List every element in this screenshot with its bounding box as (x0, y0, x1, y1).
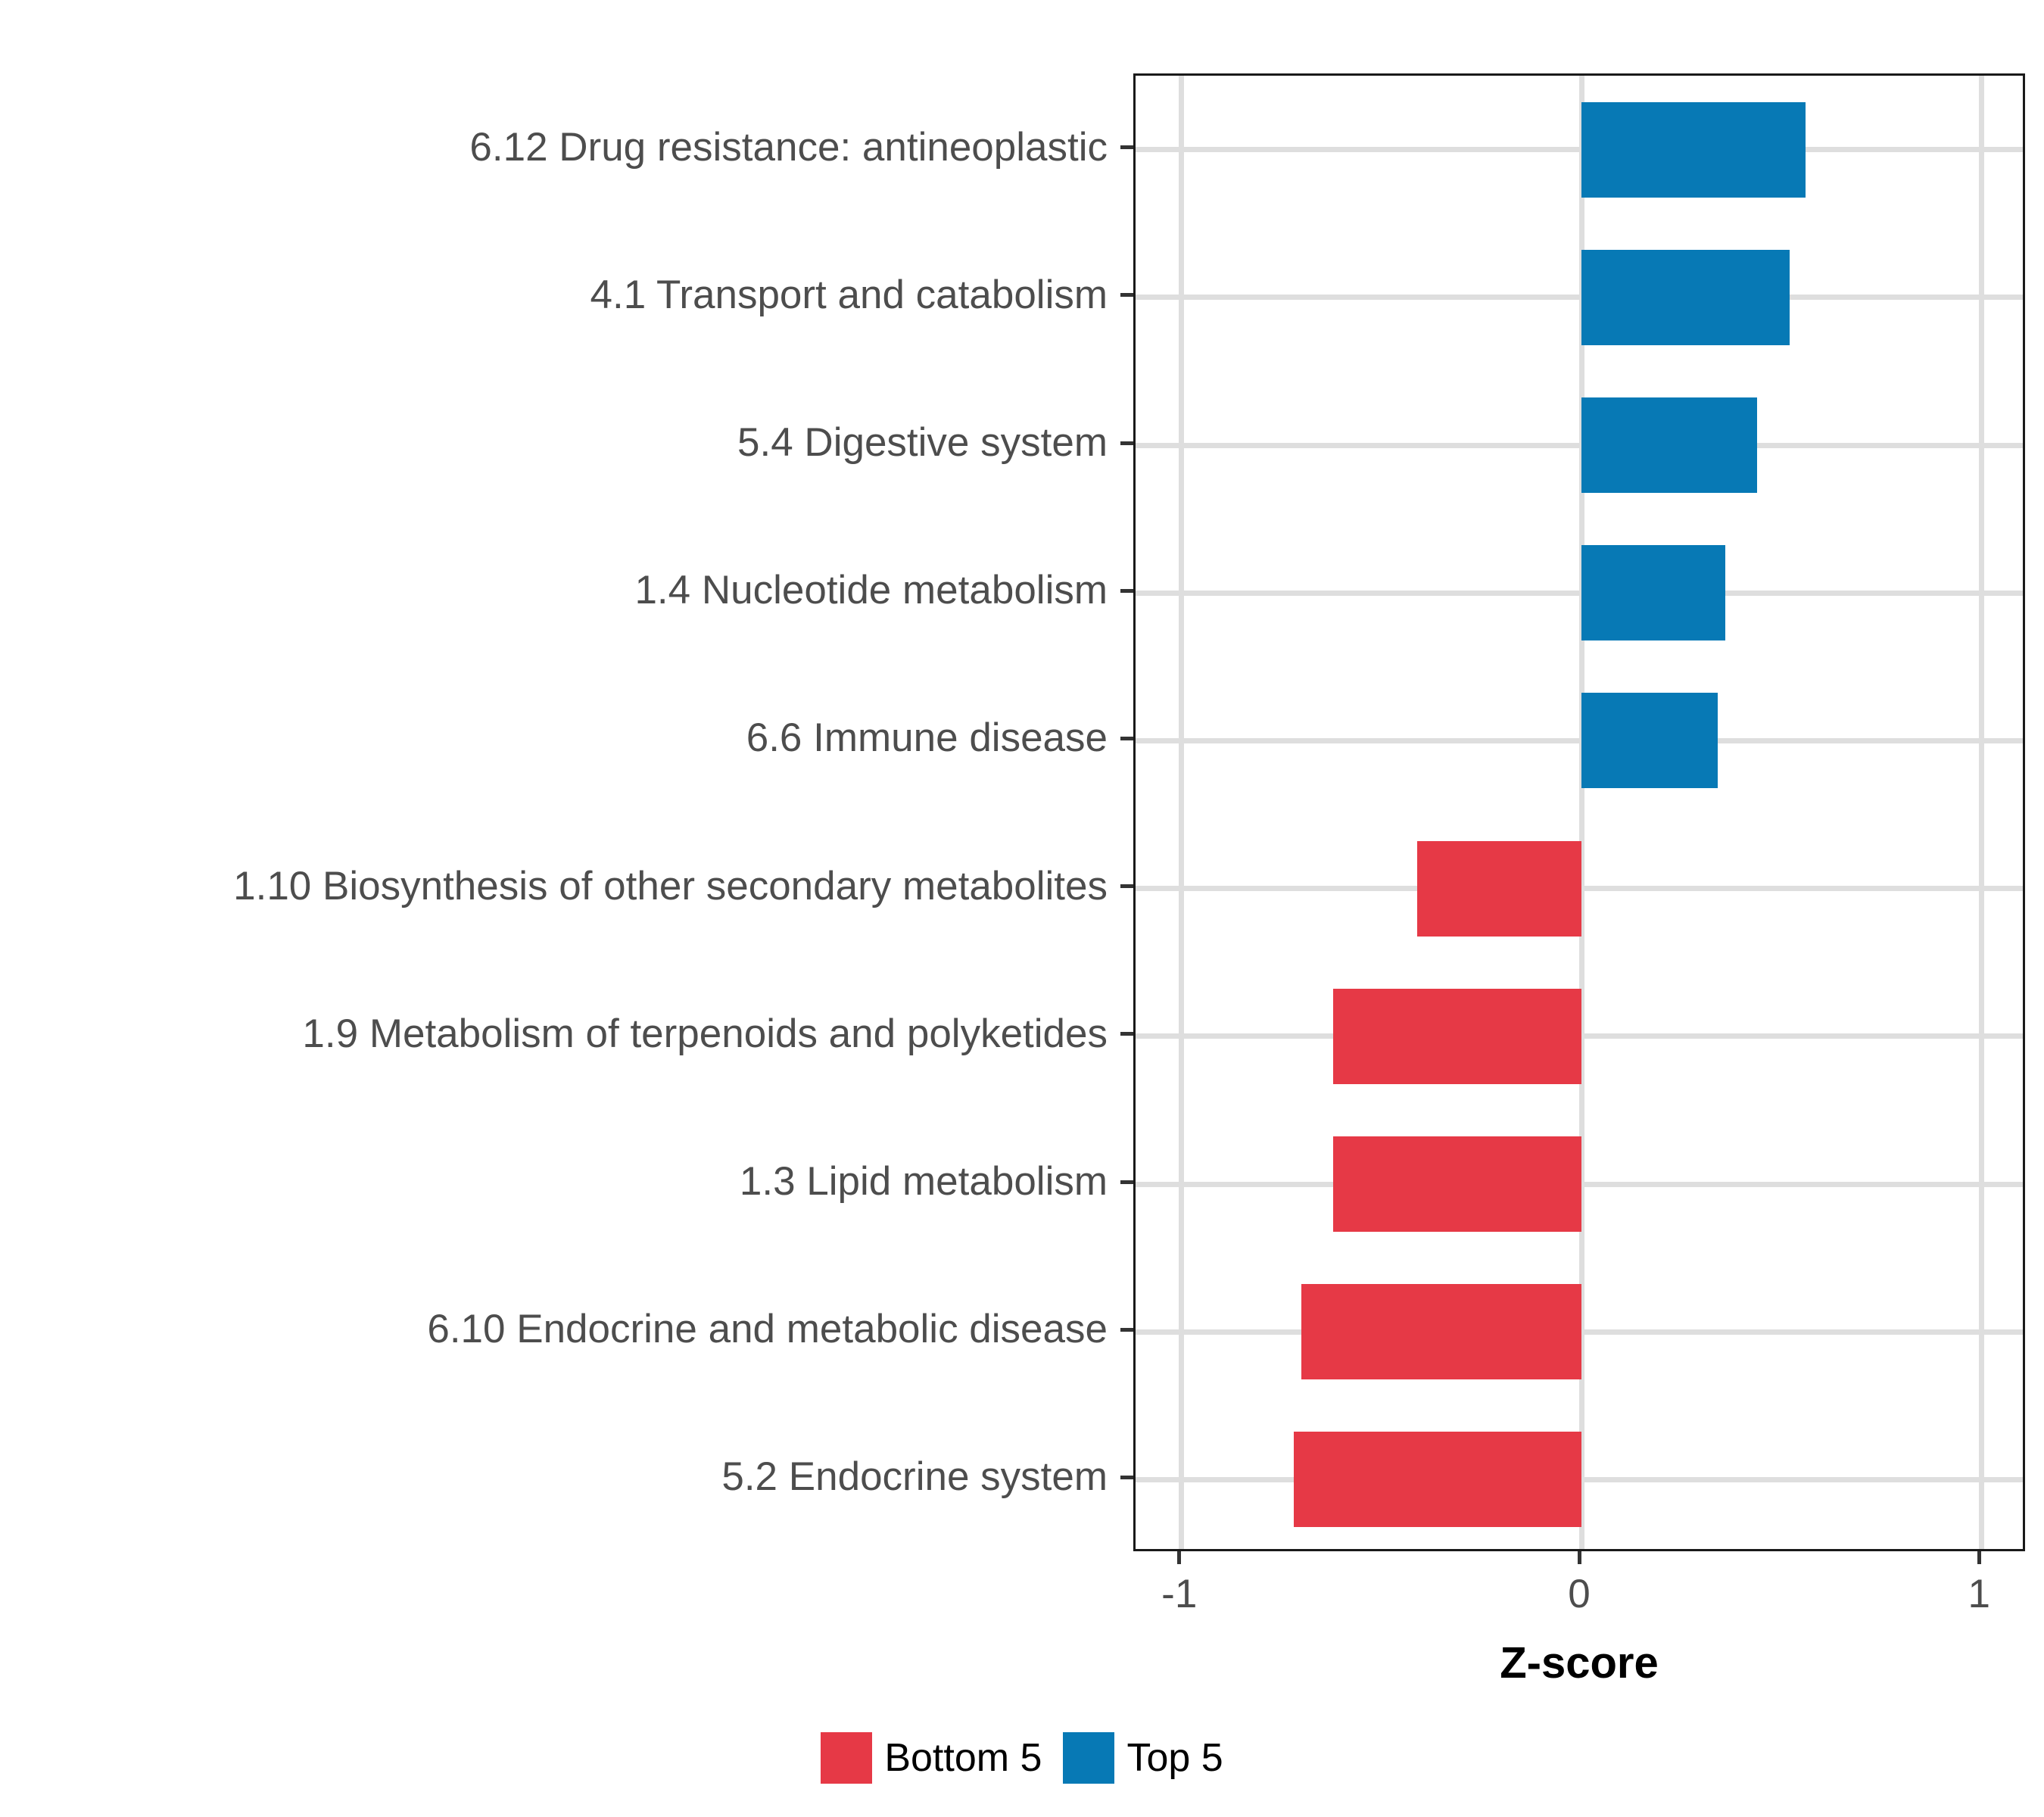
x-axis-tick-label: -1 (1161, 1572, 1198, 1616)
y-axis-tick (1120, 736, 1133, 740)
bar (1293, 1432, 1581, 1528)
plot-panel (1133, 73, 2025, 1551)
legend-swatch (1063, 1732, 1115, 1784)
y-axis-tick (1120, 145, 1133, 150)
legend-swatch (821, 1732, 873, 1784)
y-axis-tick (1120, 1475, 1133, 1479)
y-axis-tick (1120, 1032, 1133, 1036)
y-gridline (1136, 147, 2023, 153)
y-axis-tick-label: 1.4 Nucleotide metabolism (634, 568, 1108, 613)
x-axis-tick (1577, 1551, 1581, 1564)
bar (1581, 249, 1790, 345)
y-axis-tick-label: 4.1 Transport and catabolism (590, 272, 1108, 317)
y-axis-tick (1120, 1327, 1133, 1332)
bar (1417, 840, 1581, 937)
y-axis-tick-label: 6.12 Drug resistance: antineoplastic (469, 124, 1108, 170)
y-axis-tick-label: 1.9 Metabolism of terpenoids and polyket… (302, 1011, 1108, 1056)
y-axis-tick (1120, 1180, 1133, 1184)
y-axis-tick (1120, 293, 1133, 298)
bar (1333, 988, 1581, 1084)
legend-item[interactable]: Bottom 5 (821, 1732, 1042, 1784)
x-axis-tick (1177, 1551, 1182, 1564)
bar (1581, 545, 1726, 641)
chart-legend: Bottom 5 Top 5 (0, 1732, 2044, 1784)
y-axis-tick-label: 6.6 Immune disease (746, 715, 1108, 761)
legend-item[interactable]: Top 5 (1063, 1732, 1223, 1784)
bar (1581, 101, 1806, 198)
y-axis-tick-label: 5.4 Digestive system (737, 420, 1108, 465)
y-gridline (1136, 590, 2023, 596)
y-axis-tick-label: 1.10 Biosynthesis of other secondary met… (233, 863, 1108, 908)
x-axis-title: Z-score (1500, 1638, 1659, 1688)
x-axis-tick (1977, 1551, 1981, 1564)
y-axis-tick-label: 6.10 Endocrine and metabolic disease (427, 1307, 1108, 1352)
y-axis-tick (1120, 588, 1133, 593)
legend-label: Top 5 (1126, 1736, 1223, 1780)
y-gridline (1136, 737, 2023, 743)
legend-label: Bottom 5 (884, 1736, 1042, 1780)
bar (1581, 693, 1718, 789)
y-axis-labels: 6.12 Drug resistance: antineoplastic 4.1 … (0, 73, 1133, 1551)
bar (1581, 397, 1758, 493)
bar (1333, 1136, 1581, 1232)
y-gridline (1136, 295, 2023, 301)
x-gridline (1179, 76, 1185, 1549)
bar (1301, 1284, 1581, 1380)
y-gridline (1136, 442, 2023, 448)
y-axis-tick-label: 1.3 Lipid metabolism (739, 1159, 1108, 1204)
x-axis-tick-label: 0 (1568, 1572, 1591, 1616)
y-axis-tick (1120, 884, 1133, 889)
y-axis-tick-label: 5.2 Endocrine system (721, 1454, 1108, 1500)
x-axis-tick-label: 1 (1968, 1572, 1990, 1616)
x-gridline (1978, 76, 1984, 1549)
x-gridline (1578, 76, 1584, 1549)
y-axis-tick (1120, 441, 1133, 445)
